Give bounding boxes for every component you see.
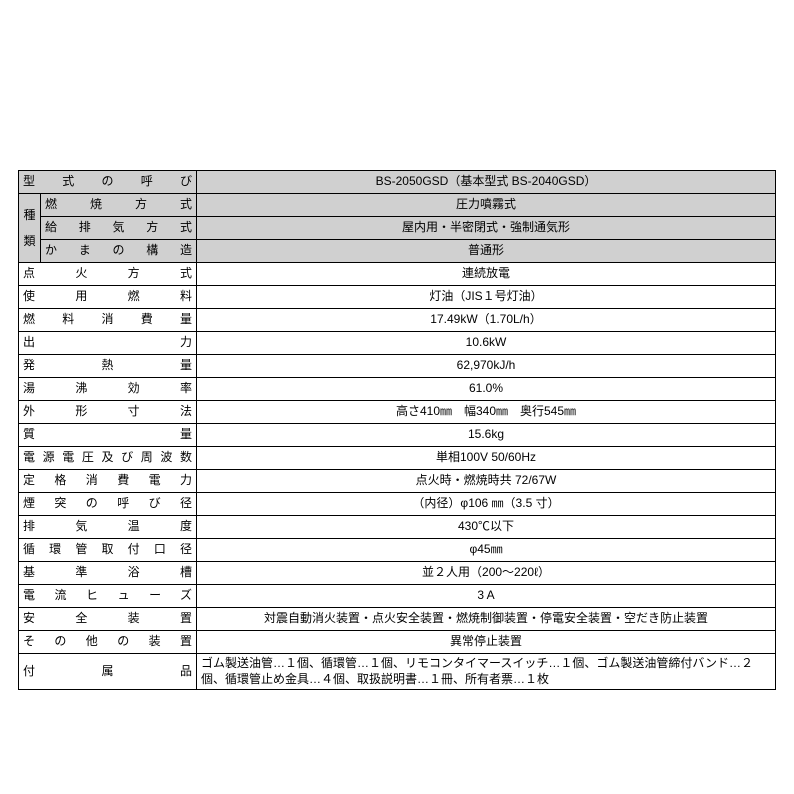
table-row: 湯沸効率61.0% <box>19 378 776 401</box>
row-value: 高さ410㎜ 幅340㎜ 奥行545㎜ <box>197 401 776 424</box>
row-value: 15.6kg <box>197 424 776 447</box>
row-label: 定格消費電力 <box>19 470 197 493</box>
row-label: 湯沸効率 <box>19 378 197 401</box>
row-label: 使用燃料 <box>19 286 197 309</box>
row-value: 61.0% <box>197 378 776 401</box>
table-row: 煙突の呼び径（内径）φ106 ㎜（3.5 寸） <box>19 493 776 516</box>
row-value: φ45㎜ <box>197 539 776 562</box>
model-value: BS-2050GSD（基本型式 BS-2040GSD） <box>197 171 776 194</box>
table-row: 質量15.6kg <box>19 424 776 447</box>
row-label: 電流ヒューズ <box>19 585 197 608</box>
row-value: 対震自動消火装置・点火安全装置・燃焼制御装置・停電安全装置・空だき防止装置 <box>197 608 776 631</box>
row-value: 単相100V 50/60Hz <box>197 447 776 470</box>
row-value: 灯油（JIS１号灯油） <box>197 286 776 309</box>
row-label: 循環管取付口径 <box>19 539 197 562</box>
row-value: 430℃以下 <box>197 516 776 539</box>
row-value: 62,970kJ/h <box>197 355 776 378</box>
type-row-label: かまの構造 <box>41 240 197 263</box>
row-label: 発熱量 <box>19 355 197 378</box>
table-row: 使用燃料灯油（JIS１号灯油） <box>19 286 776 309</box>
table-row: 循環管取付口径φ45㎜ <box>19 539 776 562</box>
type-row-label: 給排気方式 <box>41 217 197 240</box>
row-value: 10.6kW <box>197 332 776 355</box>
row-label: 電源電圧及び周波数 <box>19 447 197 470</box>
row-value: （内径）φ106 ㎜（3.5 寸） <box>197 493 776 516</box>
row-value: 異常停止装置 <box>197 631 776 654</box>
table-row: 発熱量62,970kJ/h <box>19 355 776 378</box>
row-label: 排気温度 <box>19 516 197 539</box>
table-row: 基準浴槽並２人用（200～220ℓ） <box>19 562 776 585</box>
table-row: 給排気方式 屋内用・半密閉式・強制通気形 <box>19 217 776 240</box>
row-value: 3 A <box>197 585 776 608</box>
row-value: 連続放電 <box>197 263 776 286</box>
row-label: 外形寸法 <box>19 401 197 424</box>
spec-tbody: 型式の呼び BS-2050GSD（基本型式 BS-2040GSD） 種類 燃焼方… <box>19 171 776 690</box>
type-group-label: 種類 <box>19 194 41 263</box>
type-row-value: 圧力噴霧式 <box>197 194 776 217</box>
row-label: 出力 <box>19 332 197 355</box>
type-row-value: 屋内用・半密閉式・強制通気形 <box>197 217 776 240</box>
table-row: 種類 燃焼方式 圧力噴霧式 <box>19 194 776 217</box>
table-row: 電流ヒューズ3 A <box>19 585 776 608</box>
table-row: 排気温度430℃以下 <box>19 516 776 539</box>
row-label: その他の装置 <box>19 631 197 654</box>
row-label: 基準浴槽 <box>19 562 197 585</box>
row-label: 点火方式 <box>19 263 197 286</box>
row-label: 燃料消費量 <box>19 309 197 332</box>
row-value: 17.49kW（1.70L/h） <box>197 309 776 332</box>
table-row: 電源電圧及び周波数単相100V 50/60Hz <box>19 447 776 470</box>
table-row: 型式の呼び BS-2050GSD（基本型式 BS-2040GSD） <box>19 171 776 194</box>
row-label: 安全装置 <box>19 608 197 631</box>
type-row-value: 普通形 <box>197 240 776 263</box>
table-row: 付属品 ゴム製送油管…１個、循環管…１個、リモコンタイマースイッチ…１個、ゴム製… <box>19 654 776 690</box>
type-row-label: 燃焼方式 <box>41 194 197 217</box>
model-label: 型式の呼び <box>19 171 197 194</box>
accessory-label: 付属品 <box>19 654 197 690</box>
spec-table-container: 型式の呼び BS-2050GSD（基本型式 BS-2040GSD） 種類 燃焼方… <box>0 0 794 690</box>
row-label: 煙突の呼び径 <box>19 493 197 516</box>
row-value: 点火時・燃焼時共 72/67W <box>197 470 776 493</box>
row-label: 質量 <box>19 424 197 447</box>
spec-table: 型式の呼び BS-2050GSD（基本型式 BS-2040GSD） 種類 燃焼方… <box>18 170 776 690</box>
table-row: 外形寸法高さ410㎜ 幅340㎜ 奥行545㎜ <box>19 401 776 424</box>
table-row: 燃料消費量17.49kW（1.70L/h） <box>19 309 776 332</box>
table-row: 出力10.6kW <box>19 332 776 355</box>
table-row: かまの構造 普通形 <box>19 240 776 263</box>
table-row: 安全装置対震自動消火装置・点火安全装置・燃焼制御装置・停電安全装置・空だき防止装… <box>19 608 776 631</box>
row-value: 並２人用（200～220ℓ） <box>197 562 776 585</box>
table-row: 点火方式連続放電 <box>19 263 776 286</box>
accessory-value: ゴム製送油管…１個、循環管…１個、リモコンタイマースイッチ…１個、ゴム製送油管締… <box>197 654 776 690</box>
table-row: 定格消費電力点火時・燃焼時共 72/67W <box>19 470 776 493</box>
table-row: その他の装置異常停止装置 <box>19 631 776 654</box>
